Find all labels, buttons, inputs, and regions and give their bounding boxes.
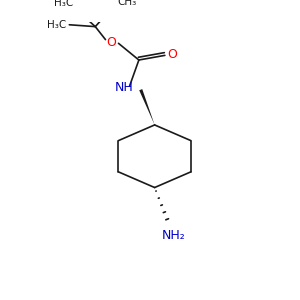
Text: H₃C: H₃C [54, 0, 73, 8]
Polygon shape [139, 89, 154, 125]
Text: H₃C: H₃C [47, 20, 67, 30]
Text: NH₂: NH₂ [161, 229, 185, 242]
Text: CH₃: CH₃ [118, 0, 137, 7]
Text: NH: NH [115, 81, 134, 94]
Text: O: O [167, 48, 177, 61]
Text: O: O [106, 36, 116, 49]
